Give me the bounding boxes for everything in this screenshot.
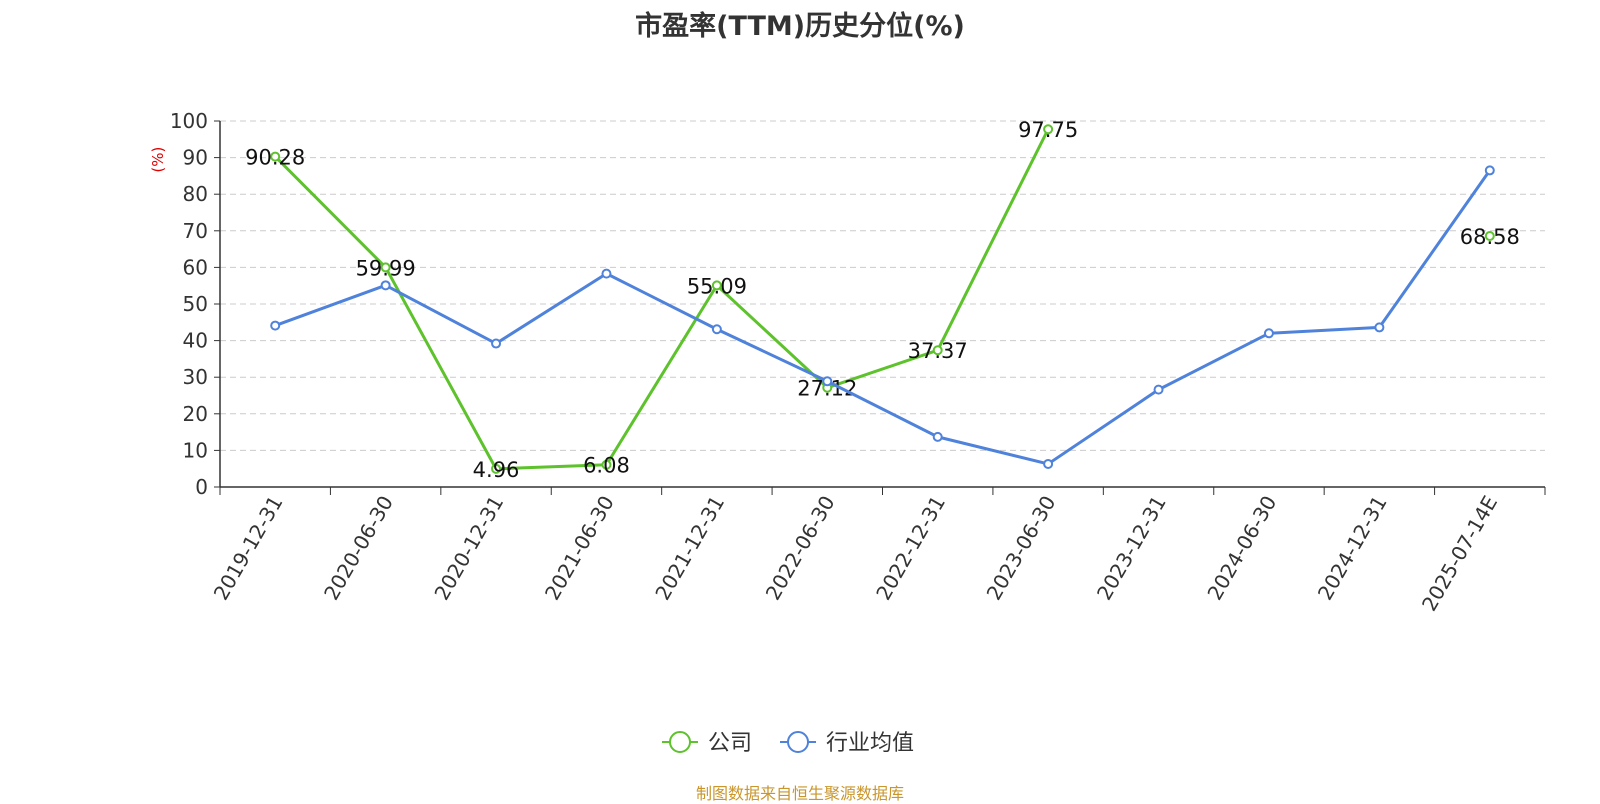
x-tick-label: 2023-06-30 bbox=[982, 492, 1061, 605]
y-axis-label: (%) bbox=[149, 147, 167, 173]
data-point-0 bbox=[1484, 230, 1495, 241]
legend-marker-circle bbox=[669, 731, 691, 753]
data-point-1 bbox=[1263, 328, 1274, 339]
x-tick-label: 2020-06-30 bbox=[319, 492, 398, 605]
data-point-1 bbox=[711, 324, 722, 335]
x-tick-label: 2024-12-31 bbox=[1313, 492, 1392, 605]
data-point-1 bbox=[822, 376, 833, 387]
data-point-1 bbox=[491, 338, 502, 349]
y-tick-label: 100 bbox=[170, 109, 208, 133]
data-point-0 bbox=[932, 345, 943, 356]
data-point-1 bbox=[1153, 384, 1164, 395]
y-tick-label: 90 bbox=[183, 146, 208, 170]
y-tick-label: 50 bbox=[183, 292, 208, 316]
data-point-1 bbox=[932, 431, 943, 442]
data-label: 68.58 bbox=[1460, 225, 1520, 249]
y-tick-label: 0 bbox=[195, 475, 208, 499]
data-label: 4.96 bbox=[473, 458, 520, 482]
data-source-note: 制图数据来自恒生聚源数据库 bbox=[695, 784, 904, 803]
data-point-0 bbox=[380, 262, 391, 273]
x-tick-label: 2022-12-31 bbox=[871, 491, 950, 604]
y-tick-label: 60 bbox=[183, 255, 208, 279]
x-tick-label: 2020-12-31 bbox=[429, 491, 508, 604]
chart-title: 市盈率(TTM)历史分位(%) bbox=[635, 11, 965, 42]
series-line-1 bbox=[274, 169, 1492, 466]
data-point-0 bbox=[1043, 124, 1054, 135]
data-point-1 bbox=[270, 320, 281, 331]
x-tick-label: 2022-06-30 bbox=[761, 492, 840, 605]
y-tick-label: 20 bbox=[183, 402, 208, 426]
legend-label: 公司 bbox=[708, 731, 752, 756]
data-point-0 bbox=[491, 463, 502, 474]
data-label: 37.37 bbox=[908, 339, 968, 363]
data-point-1 bbox=[1484, 165, 1495, 176]
y-tick-label: 10 bbox=[183, 438, 208, 462]
data-point-1 bbox=[1374, 322, 1385, 333]
data-label: 6.08 bbox=[583, 454, 630, 478]
x-tick-label: 2024-06-30 bbox=[1202, 492, 1281, 605]
data-point-0 bbox=[601, 459, 612, 470]
data-label: 59.99 bbox=[356, 256, 416, 280]
x-tick-label: 2023-12-31 bbox=[1092, 492, 1171, 605]
data-label: 55.09 bbox=[687, 274, 747, 298]
y-tick-label: 30 bbox=[183, 365, 208, 389]
y-tick-label: 40 bbox=[183, 329, 208, 353]
data-point-1 bbox=[380, 280, 391, 291]
x-tick-label: 2021-06-30 bbox=[540, 492, 619, 605]
data-point-1 bbox=[1043, 458, 1054, 469]
data-point-1 bbox=[601, 268, 612, 279]
data-label: 90.28 bbox=[245, 146, 305, 170]
legend-marker-circle bbox=[787, 731, 810, 753]
legend-label: 行业均值 bbox=[826, 731, 914, 756]
x-tick-label: 2021-12-31 bbox=[650, 492, 729, 605]
data-point-0 bbox=[270, 151, 281, 162]
data-point-0 bbox=[711, 280, 722, 291]
y-tick-label: 70 bbox=[183, 219, 208, 243]
data-label: 97.75 bbox=[1018, 118, 1078, 142]
x-tick-label: 2025-07-14E bbox=[1417, 492, 1502, 616]
x-tick-label: 2019-12-31 bbox=[209, 492, 288, 605]
series-line-0 bbox=[274, 128, 1050, 471]
y-tick-label: 80 bbox=[183, 182, 208, 206]
